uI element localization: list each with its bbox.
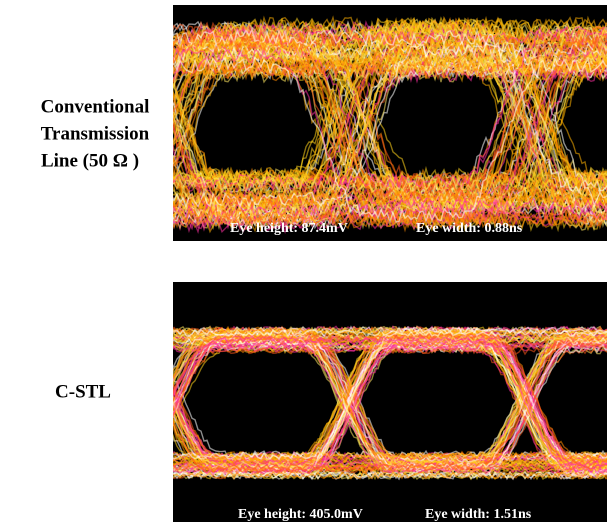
panel-label: Transmission <box>41 123 150 144</box>
scope-screen <box>173 282 607 522</box>
eye-width: Eye width: 0.88ns <box>416 221 523 236</box>
page: Conventional Transmission Line (50 Ω ) C… <box>0 0 607 529</box>
eye-height: Eye height: 405.0mV <box>238 507 363 522</box>
eye-height: Eye height: 87.4mV <box>230 221 348 236</box>
panel-label: Conventional <box>41 96 150 117</box>
panel-label: Line (50 Ω ) <box>41 150 139 171</box>
panel-label: C-STL <box>55 381 111 402</box>
figure: Conventional Transmission Line (50 Ω ) C… <box>0 0 607 529</box>
eye-width: Eye width: 1.51ns <box>425 507 532 522</box>
